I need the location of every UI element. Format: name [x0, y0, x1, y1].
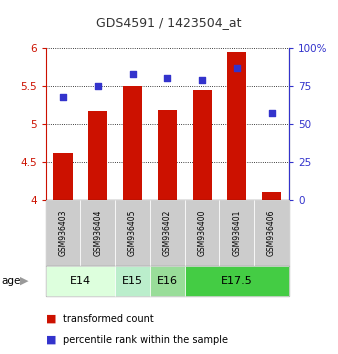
Bar: [150, 266, 185, 296]
Bar: [46, 200, 80, 266]
Point: [130, 71, 135, 76]
Point: [199, 77, 205, 82]
Point: [165, 75, 170, 81]
Bar: [46, 266, 115, 296]
Text: GSM936406: GSM936406: [267, 210, 276, 256]
Point: [95, 83, 100, 89]
Text: percentile rank within the sample: percentile rank within the sample: [63, 335, 227, 345]
Bar: [115, 200, 150, 266]
Bar: [88, 111, 107, 200]
Bar: [150, 200, 185, 266]
Text: GSM936402: GSM936402: [163, 210, 172, 256]
Bar: [193, 90, 212, 200]
Bar: [262, 193, 281, 200]
Text: E17.5: E17.5: [221, 275, 253, 286]
Text: GSM936401: GSM936401: [232, 210, 241, 256]
Point: [234, 65, 240, 70]
Text: ■: ■: [46, 314, 56, 324]
Text: transformed count: transformed count: [63, 314, 153, 324]
Bar: [80, 200, 115, 266]
Bar: [185, 200, 219, 266]
Text: E14: E14: [70, 275, 91, 286]
Text: GSM936403: GSM936403: [58, 210, 68, 256]
Text: E15: E15: [122, 275, 143, 286]
Text: GSM936400: GSM936400: [198, 210, 207, 256]
Point: [60, 94, 66, 99]
Text: GDS4591 / 1423504_at: GDS4591 / 1423504_at: [96, 16, 242, 29]
Text: GSM936404: GSM936404: [93, 210, 102, 256]
Bar: [53, 153, 73, 200]
Text: E16: E16: [157, 275, 178, 286]
Bar: [123, 86, 142, 200]
Bar: [185, 266, 289, 296]
Text: ▶: ▶: [20, 275, 29, 286]
Text: ■: ■: [46, 335, 56, 345]
Bar: [254, 200, 289, 266]
Text: age: age: [2, 275, 21, 286]
Bar: [115, 266, 150, 296]
Bar: [219, 200, 254, 266]
Bar: [158, 110, 177, 200]
Point: [269, 110, 274, 116]
Bar: [227, 52, 246, 200]
Text: GSM936405: GSM936405: [128, 210, 137, 256]
